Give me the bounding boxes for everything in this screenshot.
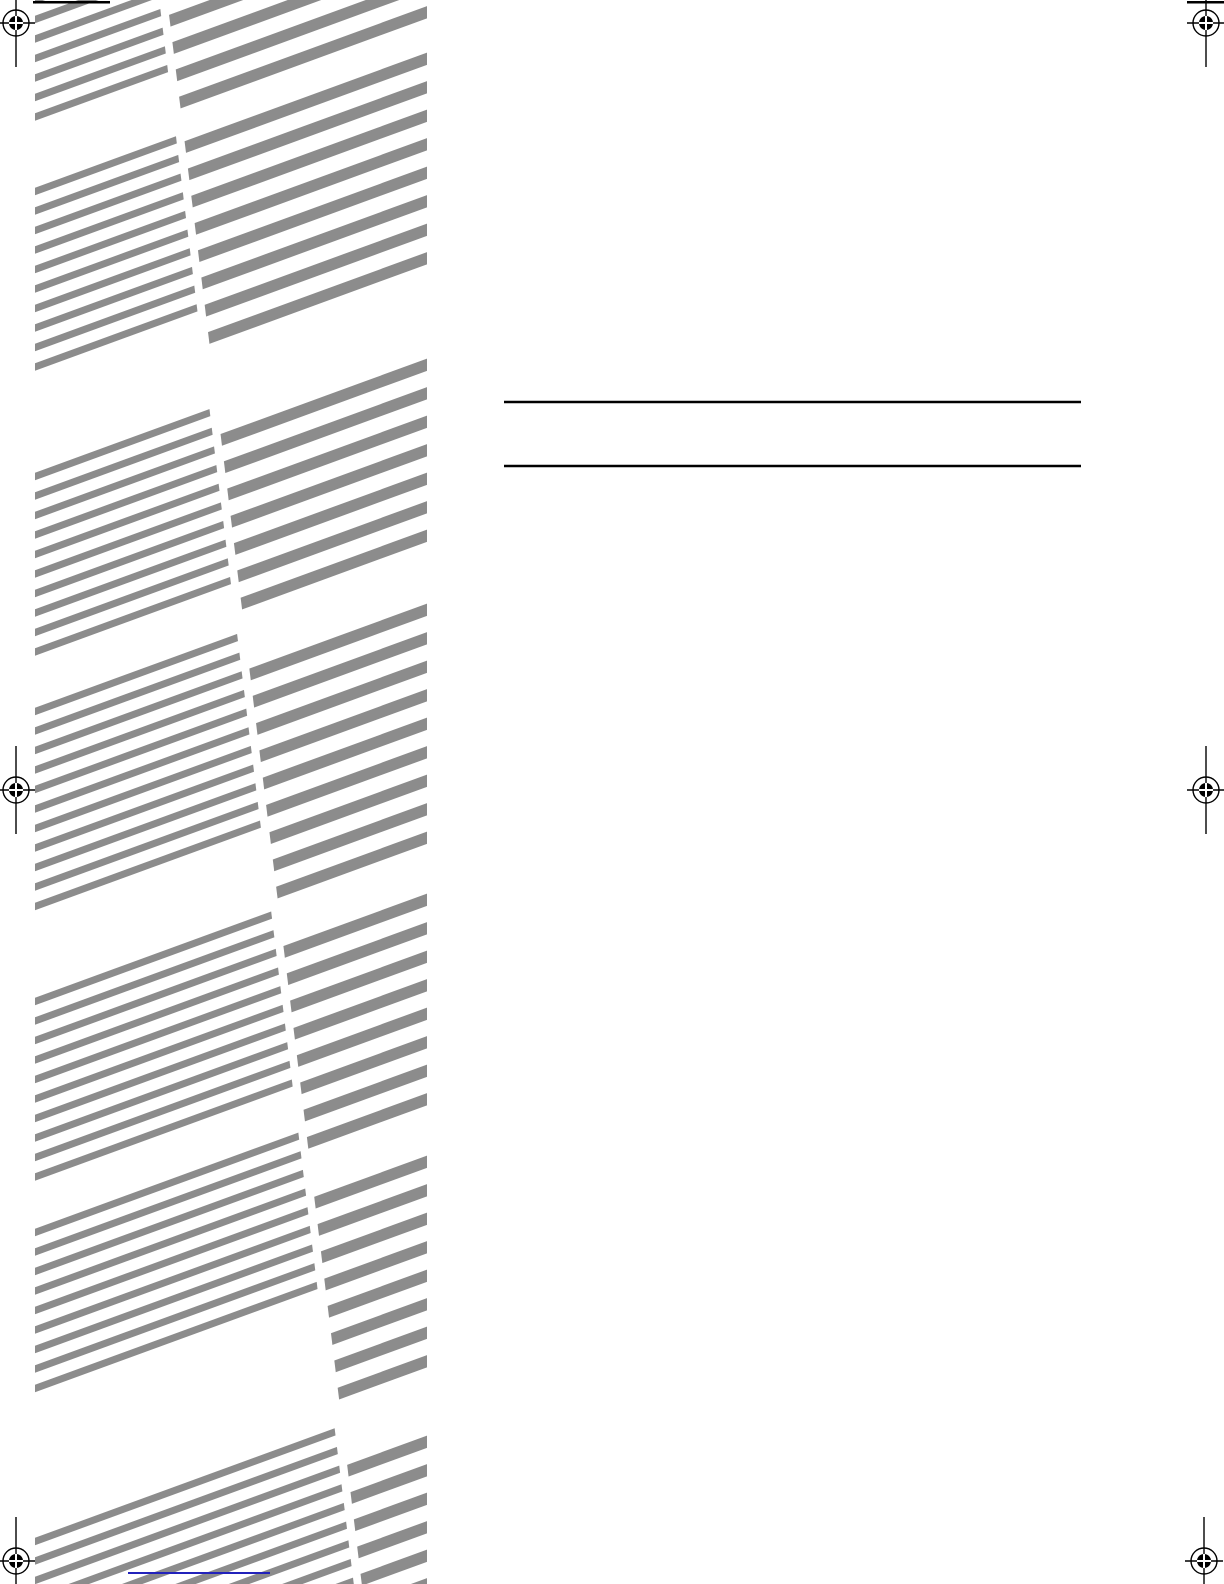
registration-mark-icon	[0, 0, 35, 67]
diagonal-stripe	[166, 1281, 427, 1584]
diagonal-stripe	[166, 0, 427, 305]
stripe-group	[35, 989, 355, 1584]
diagonal-stripe	[166, 1338, 427, 1584]
diagonal-stripe	[35, 0, 355, 435]
diagonal-stripe	[166, 233, 427, 725]
right-thick-stripe-band	[166, 0, 427, 1584]
heading-rule-top	[504, 400, 1081, 404]
registration-mark-icon	[1187, 0, 1224, 67]
registration-mark-icon	[1185, 1517, 1223, 1584]
diagonal-stripe	[166, 0, 427, 390]
diagonal-stripe	[166, 796, 427, 1288]
diagonal-stripe	[166, 654, 427, 1146]
diagonal-stripe	[35, 989, 355, 1476]
diagonal-stripe	[166, 1310, 427, 1584]
heading-rule-bottom	[504, 464, 1081, 468]
diagonal-stripe	[35, 1434, 355, 1584]
registration-mark-icon	[1187, 746, 1224, 834]
diagonal-stripe	[35, 526, 355, 1014]
diagonal-stripe	[166, 1196, 427, 1584]
diagonal-stripe	[166, 119, 427, 611]
trim-mark	[33, 1, 110, 4]
diagonal-stripe	[35, 84, 355, 572]
stripe-group	[166, 1196, 427, 1584]
stripe-group	[166, 0, 427, 504]
registration-mark-icon	[0, 1517, 35, 1584]
left-thin-stripe-band	[35, 0, 355, 1584]
diagonal-stripe	[166, 176, 427, 668]
diagonal-stripe	[35, 1415, 355, 1584]
footer-link-underline[interactable]	[128, 1572, 270, 1574]
diagonal-stripe	[166, 1087, 427, 1579]
diagonal-stripe	[166, 944, 427, 1436]
stripe-group	[166, 916, 427, 1584]
stripe-group	[166, 0, 427, 258]
diagonal-stripe	[35, 26, 355, 513]
diagonal-stripe	[166, 0, 427, 258]
diagonal-stripe	[166, 364, 427, 856]
registration-mark-icon	[0, 746, 35, 834]
